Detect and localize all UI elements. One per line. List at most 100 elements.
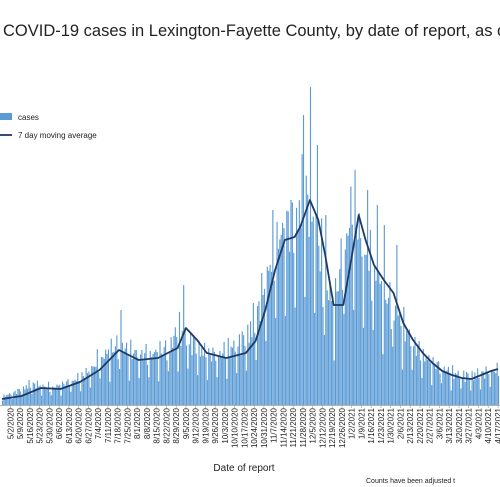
- cases-bar: [445, 372, 447, 405]
- cases-bar: [132, 353, 135, 405]
- cases-bar: [394, 305, 397, 405]
- cases-bar: [81, 372, 83, 405]
- cases-bar: [209, 353, 211, 405]
- x-tick-label: 10/10/2020: [231, 407, 240, 448]
- cases-bar: [436, 362, 438, 405]
- cases-bar: [27, 388, 29, 405]
- cases-bar: [439, 373, 441, 405]
- cases-bar: [46, 388, 48, 405]
- cases-bar: [443, 366, 445, 405]
- cases-bar: [425, 356, 427, 405]
- cases-bar: [24, 389, 26, 405]
- cases-bar: [71, 380, 73, 405]
- cases-bar: [248, 342, 250, 405]
- cases-bar: [141, 349, 143, 405]
- cases-bar: [167, 371, 169, 405]
- cases-bar: [217, 355, 220, 405]
- cases-bar: [290, 200, 292, 405]
- cases-bar: [36, 380, 38, 405]
- x-tick-label: 1/2/2021: [348, 407, 357, 439]
- cases-bar: [70, 391, 72, 405]
- cases-bar: [160, 353, 162, 405]
- cases-bar: [213, 351, 215, 405]
- cases-bar: [486, 371, 488, 405]
- cases-bar: [421, 377, 423, 405]
- cases-bar: [171, 347, 174, 405]
- x-tick-label: 8/1/2020: [133, 407, 142, 439]
- cases-bar: [479, 389, 482, 405]
- cases-bar: [481, 371, 483, 405]
- cases-bar: [53, 387, 55, 405]
- cases-bar: [231, 347, 234, 405]
- cases-bar: [152, 354, 154, 405]
- cases-bar: [426, 359, 429, 405]
- cases-bar: [8, 393, 11, 405]
- cases-bar: [365, 254, 367, 405]
- cases-bar: [229, 357, 231, 405]
- cases-bar: [414, 337, 416, 405]
- cases-bar: [321, 218, 323, 405]
- cases-bar: [367, 190, 369, 405]
- cases-bar: [472, 380, 475, 405]
- x-tick-label: 4/10/2021: [484, 407, 493, 443]
- cases-bar: [289, 251, 291, 405]
- cases-bar: [170, 337, 172, 405]
- x-tick-label: 7/25/2020: [123, 407, 132, 443]
- cases-bar: [302, 115, 305, 405]
- x-tick-label: 10/3/2020: [221, 407, 230, 443]
- x-axis-ticks: 5/2/2020 5/9/2020 5/16/2020 5/23/2020 5/30/2…: [6, 405, 500, 448]
- chart-title: COVID-19 cases in Lexington-Fayette Coun…: [3, 22, 500, 40]
- cases-bar: [153, 352, 156, 405]
- cases-bar: [458, 378, 461, 405]
- cases-bar: [67, 379, 69, 405]
- cases-bar: [11, 399, 13, 405]
- cases-bar: [340, 238, 342, 405]
- cases-bar: [489, 386, 491, 405]
- cases-bar: [64, 385, 66, 405]
- cases-bar: [256, 306, 259, 405]
- cases-bar: [380, 281, 383, 405]
- x-tick-label: 11/28/2020: [299, 407, 308, 447]
- cases-bar: [284, 316, 286, 405]
- cases-bar: [328, 300, 330, 405]
- cases-bar: [300, 228, 302, 405]
- cases-bar: [163, 347, 165, 405]
- cases-bar: [149, 350, 151, 405]
- x-tick-label: 2/20/2021: [416, 407, 425, 443]
- cases-bar: [406, 331, 408, 405]
- cases-bar: [31, 393, 33, 405]
- cases-bar: [158, 381, 160, 405]
- cases-bar: [146, 364, 149, 405]
- cases-bar: [433, 364, 436, 405]
- cases-bar: [456, 374, 458, 405]
- x-tick-label: 8/15/2020: [153, 407, 162, 443]
- cases-bar: [180, 345, 182, 405]
- cases-bar: [66, 381, 68, 405]
- cases-bar: [2, 400, 4, 405]
- cases-bar: [463, 370, 465, 405]
- cases-bar: [4, 396, 6, 405]
- cases-bar: [399, 311, 401, 405]
- cases-bar: [478, 377, 480, 405]
- cases-bar: [106, 353, 108, 405]
- cases-bar: [268, 270, 270, 405]
- cases-bar: [137, 357, 139, 405]
- cases-bar: [297, 231, 299, 405]
- cases-bar: [323, 335, 325, 405]
- cases-bar: [34, 383, 36, 405]
- x-tick-label: 12/26/2020: [338, 407, 347, 448]
- cases-bar: [230, 346, 232, 405]
- cases-bar: [198, 340, 200, 405]
- cases-bar: [379, 283, 381, 405]
- cases-bar: [201, 346, 203, 405]
- cases-bar: [358, 212, 360, 405]
- x-tick-label: 2/27/2021: [426, 407, 435, 443]
- cases-bar: [148, 377, 150, 405]
- cases-bar: [29, 387, 32, 405]
- x-tick-label: 5/2/2020: [6, 407, 15, 439]
- cases-bar: [13, 392, 15, 405]
- cases-bar: [191, 355, 193, 405]
- x-tick-label: 5/16/2020: [26, 407, 35, 443]
- cases-bar: [452, 365, 454, 405]
- cases-bar: [276, 221, 278, 405]
